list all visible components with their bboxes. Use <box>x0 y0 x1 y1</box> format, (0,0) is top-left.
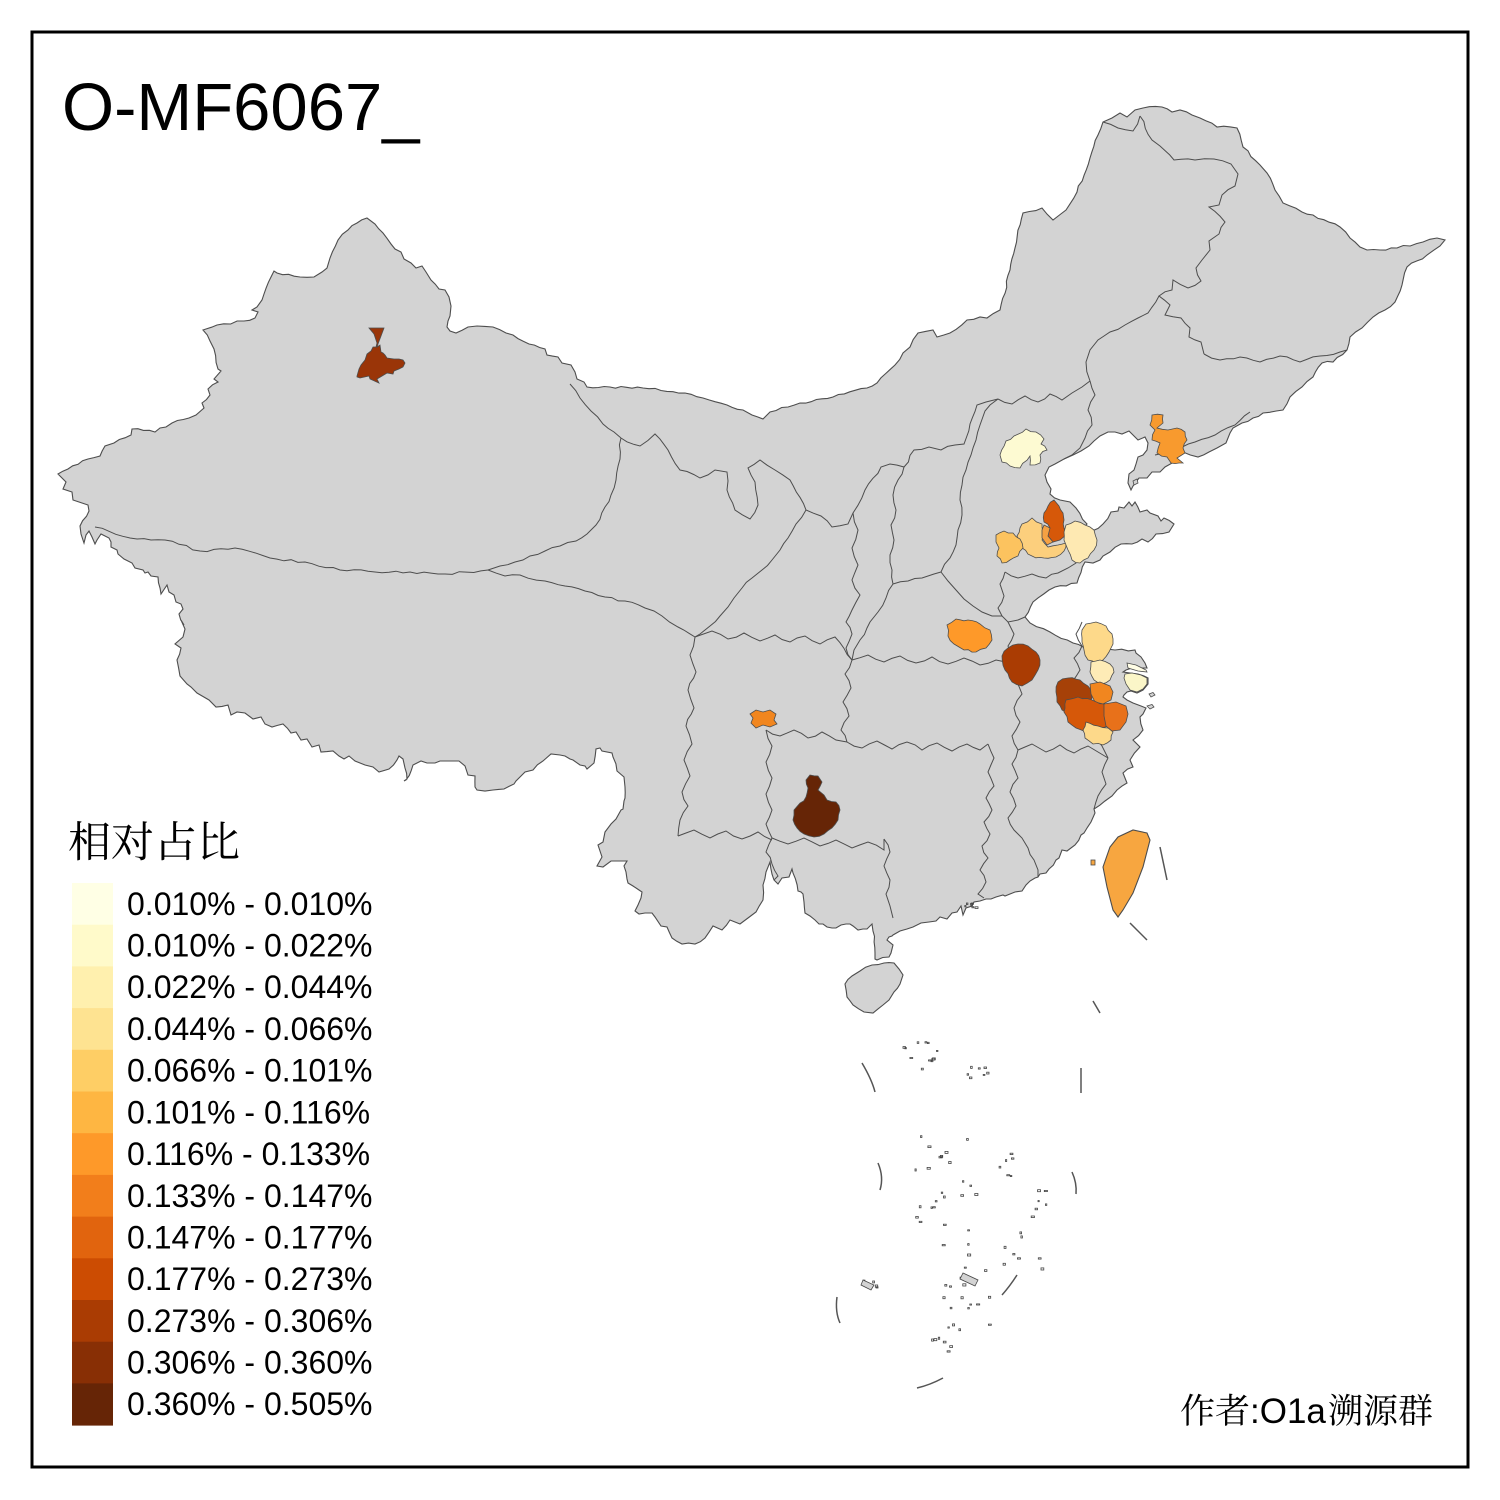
svg-text:0.116% - 0.133%: 0.116% - 0.133% <box>127 1136 370 1172</box>
svg-text:0.010% - 0.010%: 0.010% - 0.010% <box>127 886 373 922</box>
svg-text:0.360% - 0.505%: 0.360% - 0.505% <box>127 1386 373 1422</box>
svg-text:0.066% - 0.101%: 0.066% - 0.101% <box>127 1053 373 1089</box>
svg-text::O1a: :O1a <box>1250 1392 1326 1431</box>
svg-text:0.147% - 0.177%: 0.147% - 0.177% <box>127 1219 373 1255</box>
svg-text:0.133% - 0.147%: 0.133% - 0.147% <box>127 1178 373 1214</box>
svg-text:0.273% - 0.306%: 0.273% - 0.306% <box>127 1303 373 1339</box>
svg-text:0.101% - 0.116%: 0.101% - 0.116% <box>127 1094 370 1130</box>
svg-text:0.010% - 0.022%: 0.010% - 0.022% <box>127 928 373 964</box>
svg-text:0.044% - 0.066%: 0.044% - 0.066% <box>127 1011 373 1047</box>
svg-text:O-MF6067_: O-MF6067_ <box>62 70 421 145</box>
svg-text:0.306% - 0.360%: 0.306% - 0.360% <box>127 1345 373 1381</box>
svg-text:0.022% - 0.044%: 0.022% - 0.044% <box>127 969 373 1005</box>
svg-text:0.177% - 0.273%: 0.177% - 0.273% <box>127 1261 373 1297</box>
